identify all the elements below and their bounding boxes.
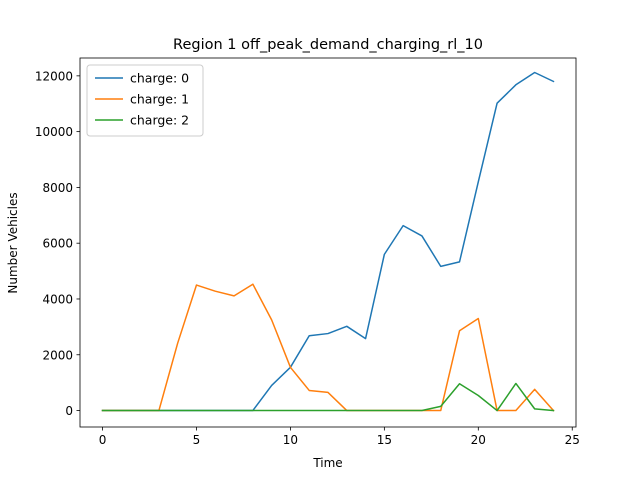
- legend-box: [86, 64, 204, 137]
- y-tick-label: 10000: [35, 125, 73, 139]
- y-tick-label: 4000: [42, 292, 73, 306]
- plot-frame: [79, 57, 577, 428]
- y-tick-label: 0: [65, 404, 73, 418]
- x-tick-label: 0: [99, 433, 107, 447]
- series-layer: [101, 71, 555, 412]
- axes-layer: 0 5 10 15 20 25 0 2000 4000 6000 8000 10000 12000: [35, 57, 580, 447]
- legend-label-charge-0: charge: 0: [130, 71, 189, 86]
- y-tick-label: 8000: [42, 181, 73, 195]
- x-tick-label: 25: [565, 433, 580, 447]
- x-tick-label: 15: [377, 433, 392, 447]
- series-line-charge-1: [101, 283, 555, 412]
- legend-label-charge-2: charge: 2: [130, 113, 189, 128]
- y-tick-label: 2000: [42, 348, 73, 362]
- y-tick-label: 6000: [42, 237, 73, 251]
- legend-label-charge-1: charge: 1: [130, 92, 189, 107]
- y-axis-label: Number Vehicles: [6, 192, 20, 293]
- legend: charge: 0 charge: 1 charge: 2: [86, 64, 204, 137]
- series-line-charge-2: [101, 382, 555, 412]
- x-tick-label: 5: [193, 433, 201, 447]
- x-axis-label: Time: [312, 456, 342, 470]
- x-tick-label: 20: [471, 433, 486, 447]
- x-tick-label: 10: [283, 433, 298, 447]
- y-tick-label: 12000: [35, 69, 73, 83]
- chart-title: Region 1 off_peak_demand_charging_rl_10: [173, 37, 483, 53]
